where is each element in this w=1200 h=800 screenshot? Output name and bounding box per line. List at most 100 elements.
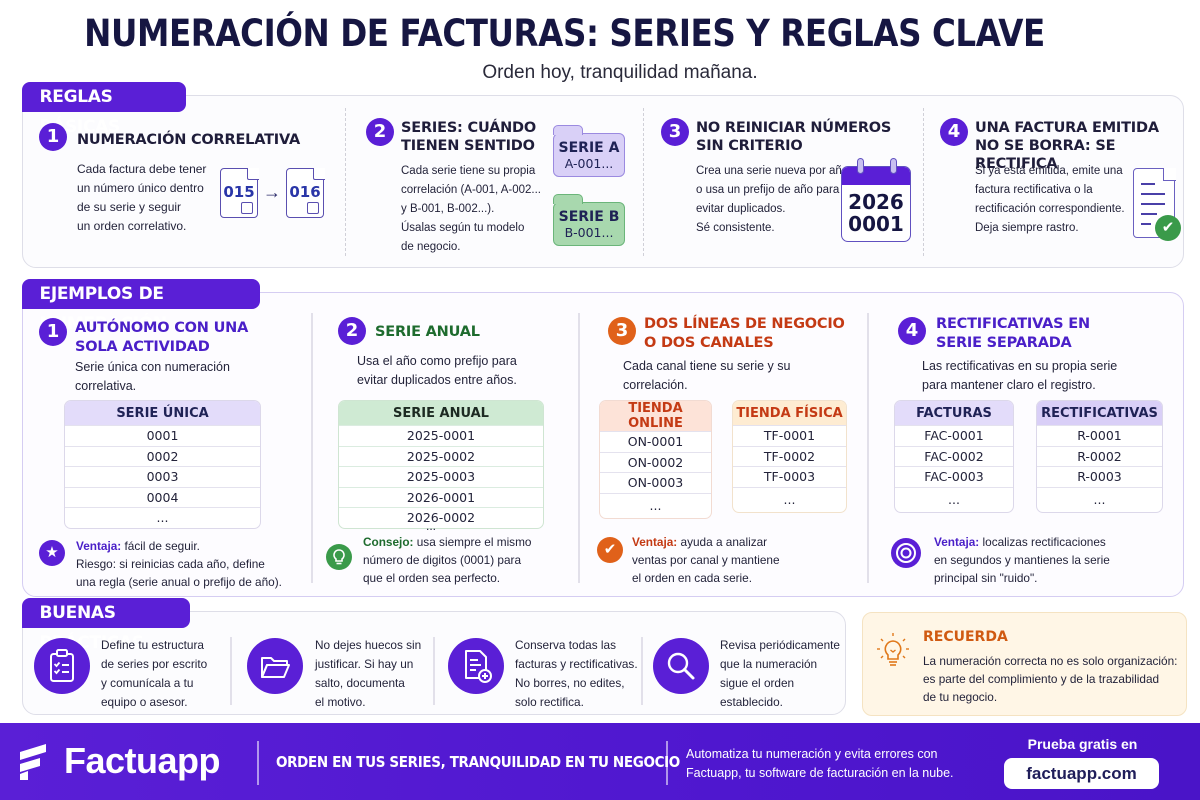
- practice-line: facturas y rectificativas.: [515, 657, 638, 671]
- recuerda-title: RECUERDA: [923, 629, 1008, 645]
- lightbulb-icon: [326, 544, 352, 570]
- example-title-line: SERIE SEPARADA: [936, 335, 1072, 351]
- table-cell: ON-0002: [600, 451, 711, 473]
- note-label: Ventaja:: [632, 535, 678, 549]
- practice-line: establecido.: [720, 695, 783, 709]
- rectificativas-table: RECTIFICATIVAS R-0001 R-0002 R-0003 ...: [1036, 400, 1163, 513]
- note-line: usa siempre el mismo: [413, 535, 532, 549]
- factuapp-logo-icon: [18, 742, 48, 782]
- example-note-1: Ventaja: fácil de seguir. Riesgo: si rei…: [76, 537, 282, 591]
- rule-text-line: un número único dentro: [77, 181, 204, 195]
- table-row: 0002: [65, 445, 260, 467]
- folder-icon-serie-a: SERIE A A-001...: [552, 125, 625, 177]
- example-desc-line: Usa el año como prefijo para: [357, 354, 517, 368]
- calendar-year: 2026: [848, 190, 904, 214]
- rule-title-line: NUMERACIÓN CORRELATIVA: [77, 132, 301, 148]
- practice-line: de series por escrito: [101, 657, 208, 671]
- footer-banner: Factuapp ORDEN EN TUS SERIES, TRANQUILID…: [0, 723, 1200, 800]
- note-line: Riesgo: si reinicias cada año, define: [76, 557, 265, 571]
- table-cell: ...: [1037, 486, 1162, 512]
- calendar-number: 0001: [848, 212, 904, 236]
- star-icon: ★: [39, 540, 65, 566]
- clipboard-checklist-icon: [34, 638, 90, 694]
- rule-text-line: Deja siempre rastro.: [975, 222, 1079, 234]
- target-icon: [891, 538, 921, 568]
- table-row: 0003: [65, 466, 260, 487]
- buenas-practicas-section: BUENAS PRÁCTICAS Define tu estructura de…: [21, 598, 846, 715]
- example-title-line: DOS LÍNEAS DE NEGOCIO: [644, 316, 845, 332]
- table-row: ...: [733, 486, 846, 512]
- divider: [666, 741, 668, 785]
- example-title-4: RECTIFICATIVAS EN SERIE SEPARADA: [936, 315, 1090, 353]
- tienda-fisica-table: TIENDA FÍSICA TF-0001 TF-0002 TF-0003 ..…: [732, 400, 847, 513]
- rule-text-line: Crea una serie nueva por año: [696, 165, 849, 177]
- cta-link-button[interactable]: factuapp.com: [1004, 758, 1159, 789]
- note-line: en segundos y mantienes la serie: [934, 553, 1110, 567]
- practice-line: Conserva todas las: [515, 638, 616, 652]
- table-cell: R-0003: [1037, 466, 1162, 487]
- ejemplos-section: EJEMPLOS DE NUMERACIÓN 1 AUTÓNOMO CON UN…: [21, 279, 1184, 597]
- reglas-basicas-section: REGLAS BÁSICAS 1 NUMERACIÓN CORRELATIVA …: [21, 82, 1184, 268]
- section-tab-buenas-practicas: BUENAS PRÁCTICAS: [21, 598, 190, 653]
- example-title-line: O DOS CANALES: [644, 335, 774, 351]
- page-title: NUMERACIÓN DE FACTURAS: SERIES Y REGLAS …: [84, 12, 1045, 55]
- table-row: R-0002: [1037, 445, 1162, 467]
- practice-line: sigue el orden: [720, 676, 795, 690]
- example-desc-line: Las rectificativas en su propia serie: [922, 359, 1118, 373]
- rule-title-4: UNA FACTURA EMITIDA NO SE BORRA: SE RECT…: [975, 119, 1183, 173]
- rule-text-line: de su serie y seguir: [77, 200, 182, 214]
- rule-text-line: Cada serie tiene su propia: [401, 165, 536, 177]
- table-cell: R-0001: [1037, 425, 1162, 446]
- table-cell: ...: [600, 492, 711, 518]
- practice-text-4: Revisa periódicamente que la numeración …: [720, 636, 840, 712]
- table-row: 0001: [65, 425, 260, 446]
- table-row: FAC-0003: [895, 466, 1013, 487]
- practice-line: que la numeración: [720, 657, 818, 671]
- example-note-3: Ventaja: ayuda a analizar ventas por can…: [632, 533, 780, 587]
- check-icon: ✔: [1155, 215, 1181, 241]
- practice-line: el motivo.: [315, 695, 366, 709]
- rule-text-line: Sé consistente.: [696, 222, 775, 234]
- table-row: FAC-0002: [895, 445, 1013, 467]
- table-cell: 2025-0003: [339, 466, 543, 487]
- example-desc-line: correlación.: [623, 378, 688, 392]
- table-row: ON-0003: [600, 472, 711, 493]
- note-line: ayuda a analizar: [677, 535, 768, 549]
- folder-icon-serie-b: SERIE B B-001...: [552, 194, 625, 246]
- rule-text-2: Cada serie tiene su propia correlación (…: [401, 162, 541, 257]
- rule-title-1: NUMERACIÓN CORRELATIVA: [77, 131, 300, 149]
- section-tab-ejemplos: EJEMPLOS DE NUMERACIÓN: [21, 279, 260, 334]
- note-line: el orden en cada serie.: [632, 571, 753, 585]
- table-cell: 0003: [65, 466, 260, 487]
- rule-number-3: 3: [661, 118, 689, 146]
- divider: [867, 313, 869, 583]
- table-row: ...: [895, 486, 1013, 512]
- table-cell: 2026-0001: [339, 486, 543, 508]
- rule-text-line: Úsalas según tu modelo: [401, 222, 525, 234]
- rule-text-line: factura rectificativa o la: [975, 184, 1093, 196]
- divider: [643, 108, 644, 256]
- practice-line: justificar. Si hay un: [315, 657, 414, 671]
- table-header: RECTIFICATIVAS: [1037, 401, 1162, 425]
- note-line: ventas por canal y mantiene: [632, 553, 780, 567]
- folder-value: A-001...: [564, 156, 614, 171]
- rule-text-line: o usa un prefijo de año para: [696, 184, 840, 196]
- table-row: 0004: [65, 486, 260, 508]
- table-cell: FAC-0001: [895, 425, 1013, 446]
- example-desc-line: Cada canal tiene su serie y su: [623, 359, 791, 373]
- practice-line: equipo o asesor.: [101, 695, 188, 709]
- divider: [311, 313, 313, 583]
- example-title-1: AUTÓNOMO CON UNA SOLA ACTIVIDAD: [75, 319, 248, 357]
- rule-text-line: de negocio.: [401, 241, 461, 253]
- rule-title-line: NO REINICIAR NÚMEROS: [696, 120, 892, 136]
- table-header: FACTURAS: [895, 401, 1013, 425]
- calendar-ring: [857, 158, 864, 174]
- folder-open-icon: [247, 638, 303, 694]
- table-cell: 2025-0001: [339, 425, 543, 446]
- table-cell: ...: [895, 486, 1013, 512]
- rule-text-line: y B-001, B-002...).: [401, 203, 495, 215]
- rule-text-line: un orden correlativo.: [77, 219, 187, 233]
- section-tab-reglas-basicas: REGLAS BÁSICAS: [21, 82, 186, 137]
- example-number-2: 2: [338, 317, 366, 345]
- rule-text-line: evitar duplicados.: [696, 203, 786, 215]
